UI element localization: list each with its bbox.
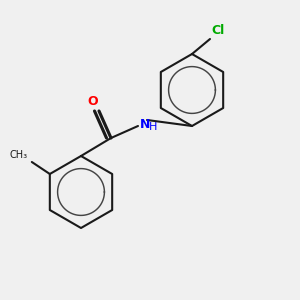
Text: H: H bbox=[148, 122, 157, 133]
Text: O: O bbox=[88, 95, 98, 108]
Text: N: N bbox=[140, 118, 150, 131]
Text: CH₃: CH₃ bbox=[9, 151, 27, 160]
Text: Cl: Cl bbox=[212, 25, 225, 38]
